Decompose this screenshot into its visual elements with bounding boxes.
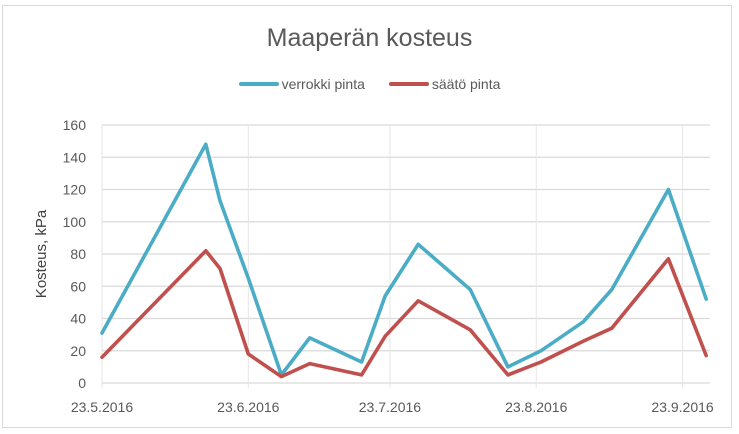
- y-axis-label: Kosteus, kPa: [33, 209, 50, 298]
- series-line-verrokki[interactable]: [100, 142, 709, 377]
- chart-title: Maaperän kosteus: [266, 24, 473, 52]
- legend-label-saato: säätö pinta: [431, 76, 501, 92]
- y-axis-ticks: 0 20 40 60 80 100 120 140 160: [63, 117, 87, 391]
- y-tick-label: 40: [70, 311, 86, 327]
- y-tick-label: 0: [78, 375, 86, 391]
- legend-swatch-saato: [388, 82, 429, 86]
- chart-frame: [2, 5, 732, 428]
- x-tick-label: 23.7.2016: [359, 399, 421, 415]
- x-tick-label: 23.5.2016: [71, 399, 133, 415]
- gridlines: [101, 124, 710, 388]
- legend-label-verrokki: verrokki pinta: [281, 76, 365, 92]
- y-tick-label: 140: [63, 149, 87, 165]
- y-tick-label: 160: [63, 117, 87, 133]
- y-tick-label: 60: [70, 278, 86, 294]
- x-tick-label: 23.9.2016: [651, 399, 713, 415]
- y-tick-label: 20: [70, 343, 86, 359]
- y-tick-label: 80: [70, 246, 86, 262]
- x-tick-label: 23.8.2016: [505, 399, 567, 415]
- chart-legend: verrokki pinta säätö pinta: [0, 76, 739, 92]
- series-lines: [100, 142, 709, 379]
- legend-item-verrokki[interactable]: verrokki pinta: [238, 76, 365, 92]
- y-tick-label: 120: [63, 182, 87, 198]
- x-axis-ticks: 23.5.2016 23.6.2016 23.7.2016 23.8.2016 23.9…: [71, 399, 714, 415]
- y-tick-label: 100: [63, 214, 87, 230]
- series-line-saato[interactable]: [100, 249, 709, 379]
- legend-swatch-verrokki: [238, 82, 279, 86]
- legend-item-saato[interactable]: säätö pinta: [388, 76, 501, 92]
- x-tick-label: 23.6.2016: [217, 399, 279, 415]
